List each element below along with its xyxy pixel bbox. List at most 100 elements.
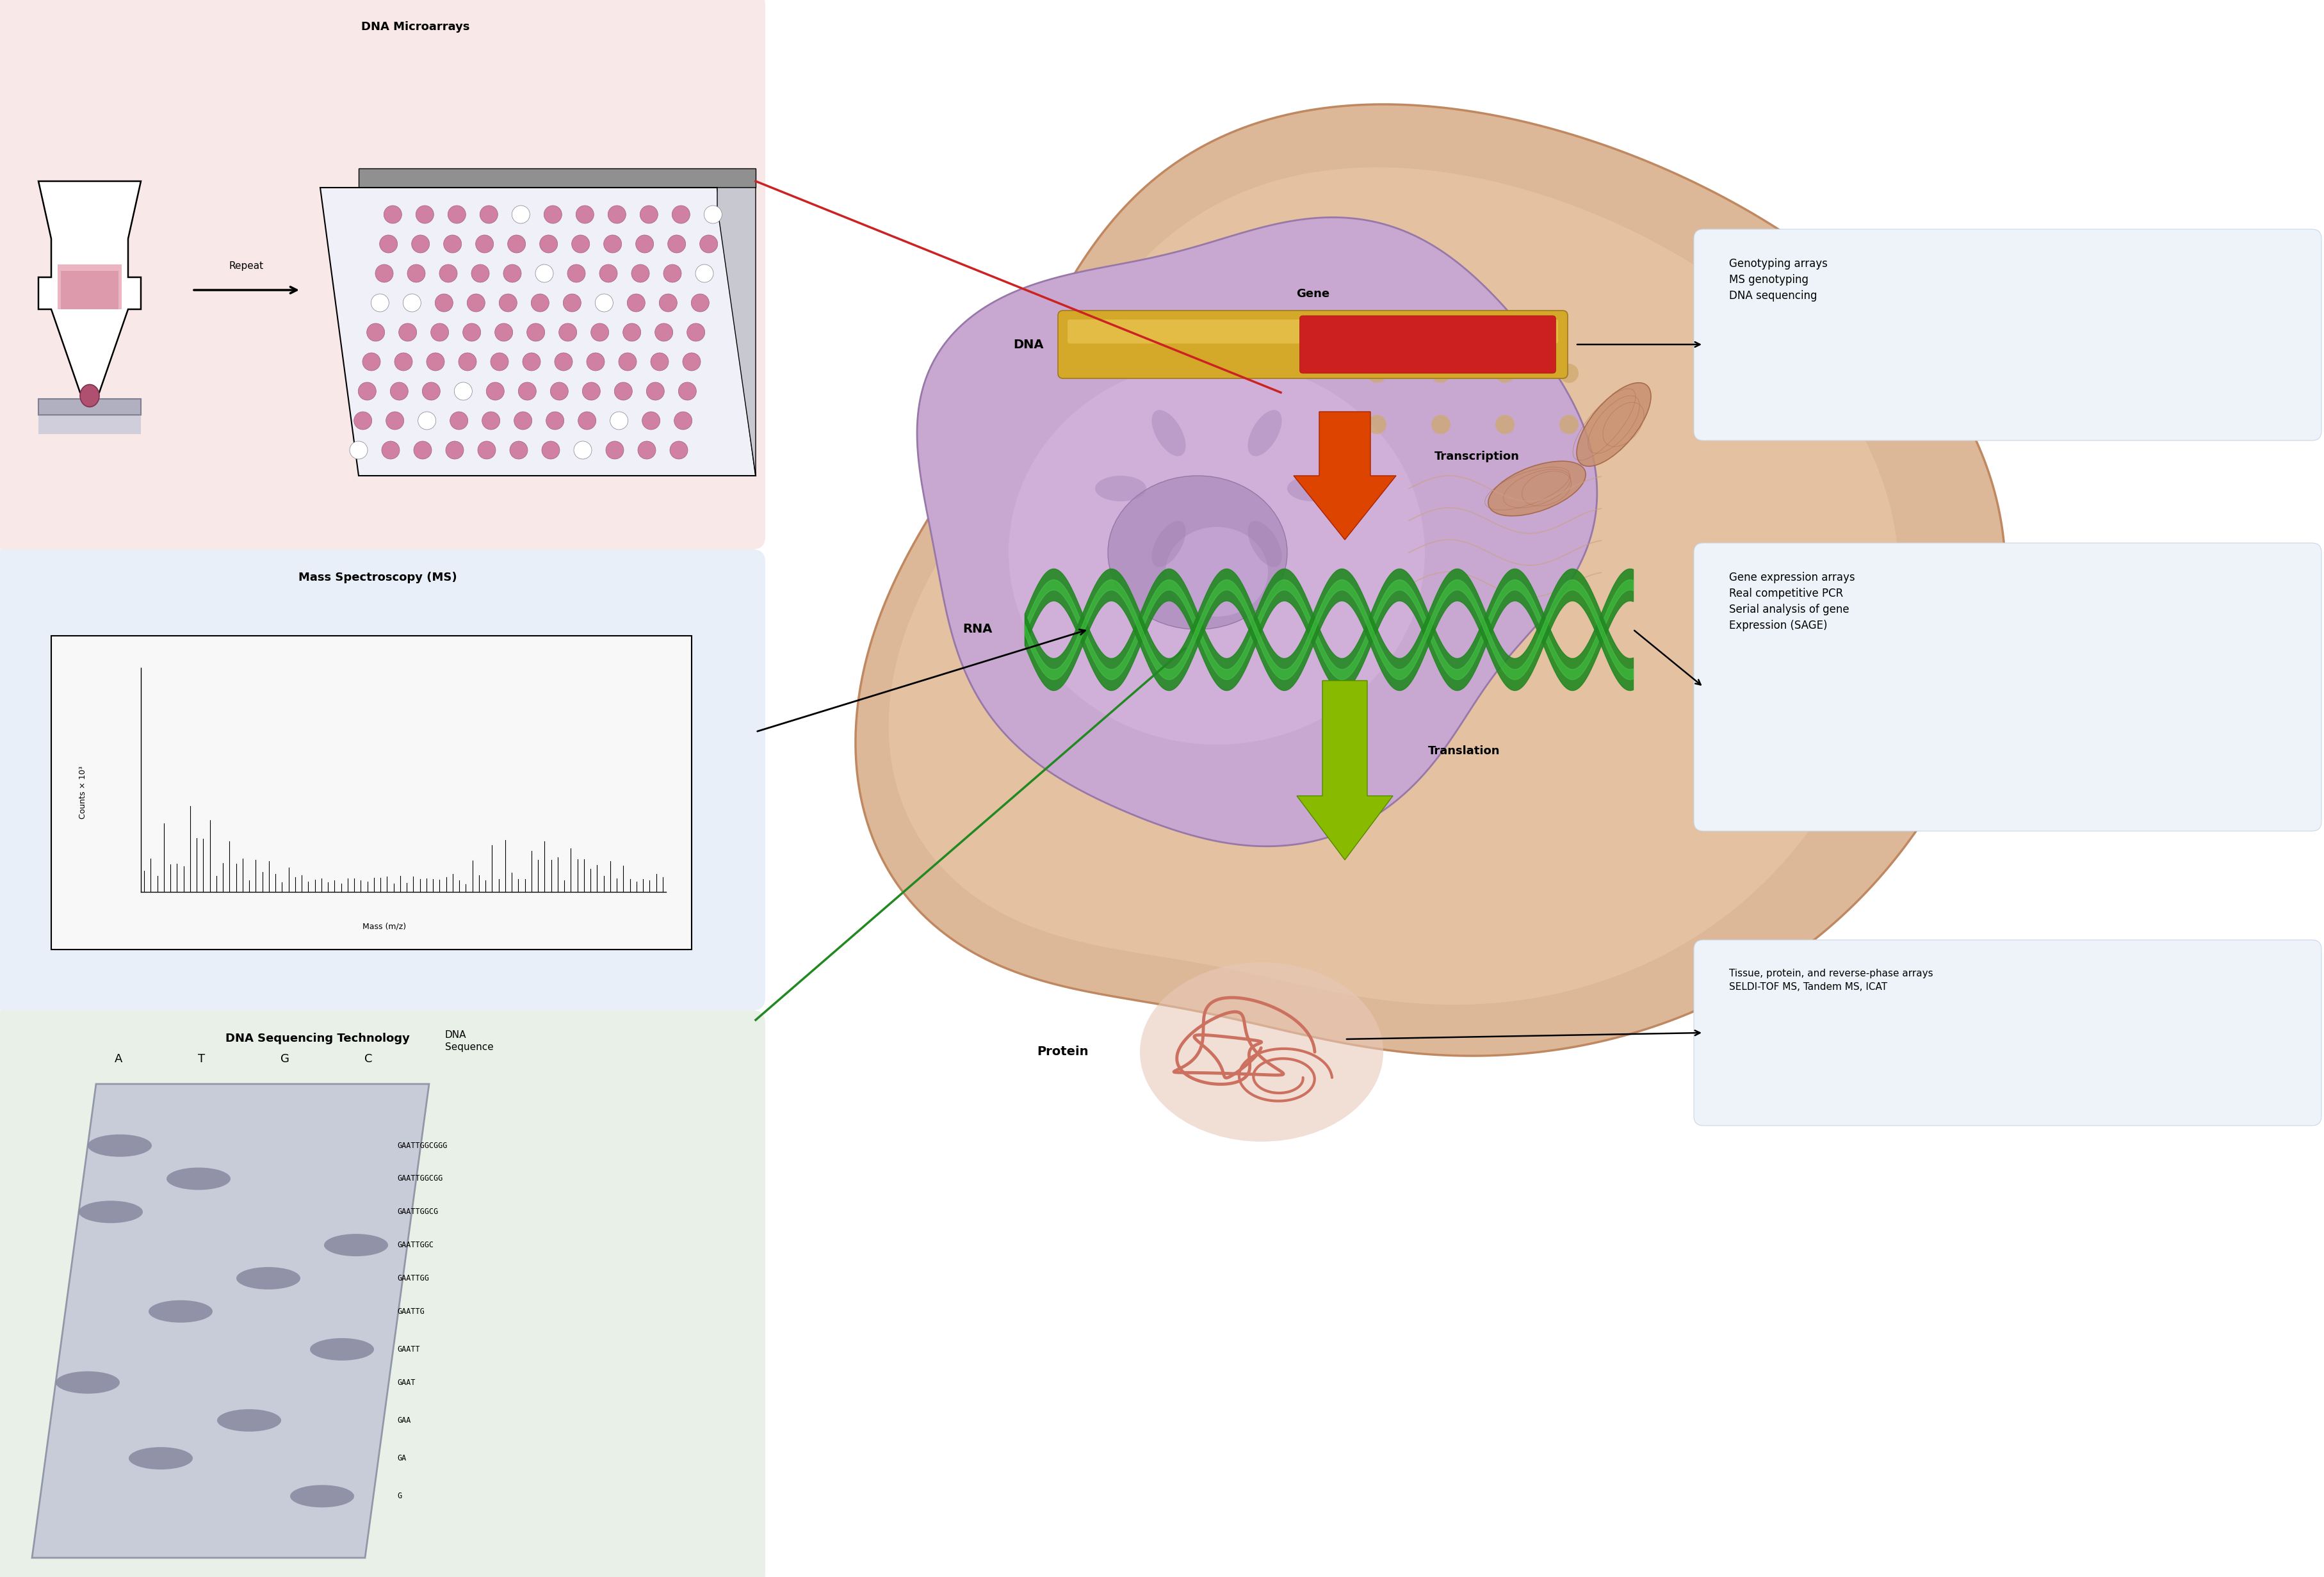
Circle shape [407,265,425,282]
Ellipse shape [167,1167,230,1191]
Circle shape [551,382,567,401]
Circle shape [695,265,713,282]
Circle shape [479,442,495,459]
Circle shape [595,293,614,312]
Circle shape [467,293,486,312]
Circle shape [490,353,509,371]
Circle shape [558,323,576,341]
Text: Mass Spectroscopy (MS): Mass Spectroscopy (MS) [297,572,458,583]
Circle shape [411,235,430,252]
Circle shape [674,412,693,429]
Ellipse shape [1164,527,1267,617]
Circle shape [700,235,718,252]
Circle shape [1432,415,1450,434]
Circle shape [576,205,593,224]
Text: Transcription: Transcription [1434,451,1520,462]
Ellipse shape [88,1134,151,1158]
Text: GAATTGG: GAATTGG [397,1274,430,1282]
Polygon shape [918,218,1597,847]
Bar [40,399,142,415]
FancyBboxPatch shape [1694,229,2322,440]
FancyBboxPatch shape [1057,311,1566,378]
Circle shape [395,353,411,371]
Ellipse shape [149,1299,211,1323]
FancyBboxPatch shape [1067,320,1557,344]
Circle shape [1494,364,1515,383]
Circle shape [1559,364,1578,383]
Text: Gene: Gene [1297,289,1329,300]
Text: GAAT: GAAT [397,1378,416,1386]
Polygon shape [358,169,755,188]
Circle shape [367,323,383,341]
Text: GAATTGGC: GAATTGGC [397,1241,435,1249]
Ellipse shape [1487,460,1585,516]
Circle shape [518,382,537,401]
Circle shape [562,293,581,312]
Circle shape [607,442,623,459]
Circle shape [363,353,381,371]
Ellipse shape [79,385,100,407]
Ellipse shape [1248,410,1281,456]
Circle shape [1559,415,1578,434]
Ellipse shape [216,1410,281,1432]
Bar [51,636,693,949]
Ellipse shape [1150,520,1185,568]
Circle shape [679,382,697,401]
Ellipse shape [1576,383,1650,467]
Text: Counts × 10³: Counts × 10³ [79,766,88,818]
Circle shape [632,265,648,282]
Circle shape [688,323,704,341]
Circle shape [444,235,462,252]
Circle shape [627,293,646,312]
Text: A: A [114,1053,123,1064]
Circle shape [579,412,595,429]
Circle shape [528,323,544,341]
Circle shape [609,205,625,224]
Circle shape [423,382,439,401]
Text: G: G [397,1492,402,1500]
Text: GAATTGGCG: GAATTGGCG [397,1208,437,1216]
Circle shape [418,412,437,429]
Text: Gene expression arrays
Real competitive PCR
Serial analysis of gene
Expression (: Gene expression arrays Real competitive … [1729,572,1855,631]
Circle shape [555,353,572,371]
FancyArrow shape [1297,681,1392,859]
Circle shape [523,353,541,371]
Circle shape [379,235,397,252]
Circle shape [590,323,609,341]
Circle shape [381,442,400,459]
Circle shape [481,412,500,429]
Circle shape [479,205,497,224]
Text: GAATT: GAATT [397,1345,421,1353]
Circle shape [435,293,453,312]
Text: GAATTGGCGGG: GAATTGGCGGG [397,1142,446,1150]
Circle shape [458,353,476,371]
Circle shape [651,353,669,371]
Circle shape [541,442,560,459]
Circle shape [353,412,372,429]
Ellipse shape [56,1372,121,1394]
Text: GA: GA [397,1454,407,1462]
Ellipse shape [1150,410,1185,456]
Circle shape [546,412,565,429]
Text: G: G [281,1053,290,1064]
Circle shape [669,442,688,459]
Circle shape [544,205,562,224]
FancyBboxPatch shape [1694,940,2322,1126]
Circle shape [574,442,593,459]
Circle shape [614,382,632,401]
Circle shape [402,293,421,312]
Circle shape [414,442,432,459]
Polygon shape [33,1083,430,1558]
Circle shape [618,353,637,371]
Text: GAA: GAA [397,1416,411,1424]
Circle shape [453,382,472,401]
Bar [40,415,142,434]
Circle shape [609,412,627,429]
Circle shape [1367,364,1385,383]
Circle shape [637,442,655,459]
Circle shape [604,235,621,252]
Circle shape [586,353,604,371]
FancyBboxPatch shape [0,0,765,549]
Circle shape [646,382,665,401]
Circle shape [600,265,618,282]
